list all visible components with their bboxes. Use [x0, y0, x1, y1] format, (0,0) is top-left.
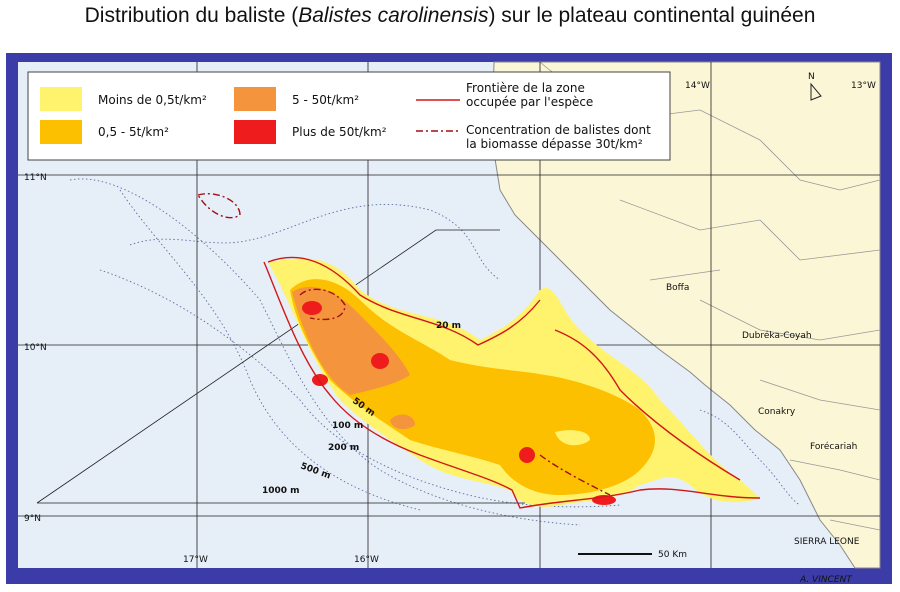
borders [559, 89, 881, 531]
depth-label: 200 m [328, 443, 359, 453]
legend-swatch [234, 87, 276, 111]
legend [27, 71, 671, 161]
lon-label: 16°W [354, 555, 379, 565]
survey-area [36, 229, 525, 504]
lon-label: 13°W [851, 81, 876, 91]
place-label: Dubréka-Coyah [742, 330, 812, 341]
contour [699, 409, 801, 506]
zone-high [390, 414, 415, 430]
zone-low-island [555, 430, 590, 446]
concentration [299, 288, 346, 321]
legend-label: Frontière de la zone [466, 81, 585, 95]
land [491, 61, 881, 569]
legend-label: 0,5 - 5t/km² [98, 125, 169, 139]
legend-label: la biomasse dépasse 30t/km² [466, 137, 643, 151]
depth-label: 1000 m [262, 486, 300, 496]
signature: A. VINCENT [799, 575, 853, 585]
place-label: Forécariah [810, 441, 857, 452]
legend-label: occupée par l'espèce [466, 95, 593, 109]
title-italic: Balistes carolinensis [298, 4, 489, 27]
title-part: ) sur le plateau continental guinéen [488, 4, 815, 27]
legend-swatch [40, 120, 82, 144]
concentration [197, 193, 241, 219]
scale-label: 50 Km [658, 550, 687, 560]
hotspot [371, 353, 389, 369]
legend-label: 5 - 50t/km² [292, 93, 359, 107]
depth-label: 100 m [332, 421, 363, 431]
legend-swatch [40, 87, 82, 111]
hotspot [312, 374, 328, 386]
contour [69, 178, 581, 526]
hotspot [519, 447, 535, 463]
place-label: Conakry [758, 407, 796, 417]
hotspot [302, 301, 322, 315]
north-arrow [810, 82, 822, 101]
place-label: SIERRA LEONE [794, 537, 860, 547]
lon-label: 17°W [183, 555, 208, 565]
contour [119, 189, 421, 511]
species-border [263, 256, 761, 509]
legend-swatch [234, 120, 276, 144]
depth-label: 20 m [436, 321, 461, 331]
concentration-border [197, 193, 611, 496]
contour [99, 269, 621, 508]
title: Distribution du baliste (Balistes caroli… [85, 4, 816, 27]
concentration [539, 454, 611, 496]
lon-label: 14°W [685, 81, 710, 91]
legend-label: Moins de 0,5t/km² [98, 93, 207, 107]
legend-label: Plus de 50t/km² [292, 125, 387, 139]
lat-label: 10°N [24, 343, 47, 353]
legend-label: Concentration de balistes dont [466, 123, 651, 137]
place-label: Boffa [666, 283, 689, 293]
lat-label: 11°N [24, 173, 47, 183]
contour [129, 204, 501, 281]
title-part: Distribution du baliste ( [85, 4, 299, 27]
lat-label: 9°N [24, 514, 41, 524]
depth-contours [69, 178, 801, 526]
north-label: N [808, 72, 815, 82]
